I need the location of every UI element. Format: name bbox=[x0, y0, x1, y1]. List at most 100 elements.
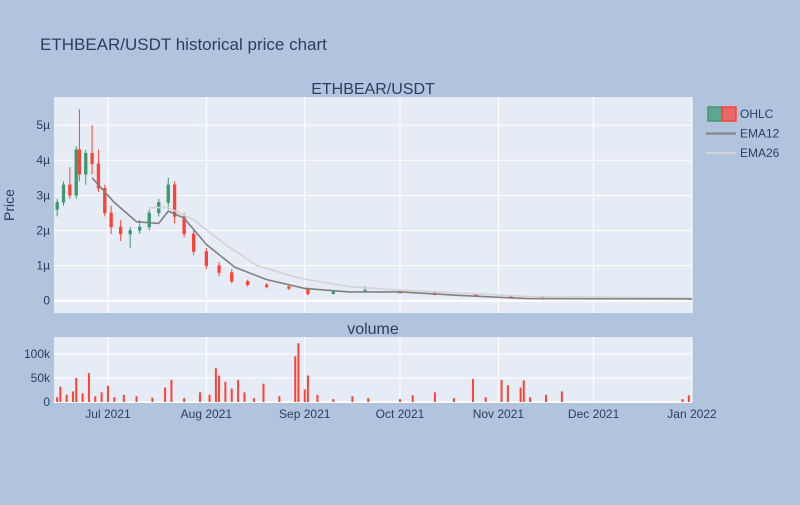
candle-body bbox=[287, 286, 291, 289]
volume-bar bbox=[65, 394, 68, 402]
candlestick bbox=[217, 262, 221, 277]
volume-y-tick-label: 0 bbox=[43, 395, 50, 409]
volume-bar bbox=[560, 391, 563, 402]
price-y-tick-label: 5µ bbox=[36, 118, 50, 132]
volume-bar bbox=[303, 389, 306, 402]
volume-bar bbox=[316, 394, 319, 402]
candle-body bbox=[166, 184, 170, 203]
volume-bar bbox=[56, 397, 59, 402]
volume-plot-area bbox=[54, 337, 692, 402]
candle-body bbox=[363, 289, 367, 292]
price-y-tick-label: 2µ bbox=[36, 223, 50, 237]
candlestick bbox=[68, 167, 72, 199]
candlestick bbox=[172, 181, 177, 224]
ema12-line bbox=[91, 177, 693, 300]
volume-bar bbox=[214, 368, 217, 402]
volume-bar bbox=[170, 379, 173, 402]
x-tick-label: Aug 2021 bbox=[181, 407, 233, 421]
volume-bar bbox=[94, 396, 97, 402]
legend-item-ohlc[interactable]: OHLC bbox=[707, 106, 774, 122]
legend-item-ema26[interactable]: EMA26 bbox=[706, 146, 780, 160]
volume-bar bbox=[59, 386, 62, 402]
candle-body bbox=[192, 233, 196, 252]
candlestick bbox=[182, 212, 186, 238]
volume-bar bbox=[506, 385, 509, 402]
volume-bar bbox=[297, 343, 300, 402]
candlestick bbox=[204, 248, 209, 270]
price-plot-area bbox=[54, 97, 692, 313]
price-subplot-title: ETHBEAR/USDT bbox=[311, 81, 435, 98]
price-y-tick-label: 0 bbox=[43, 294, 50, 308]
candlestick bbox=[74, 146, 78, 199]
volume-bar bbox=[433, 392, 436, 402]
candle-body bbox=[103, 188, 107, 214]
volume-subplot-title: volume bbox=[347, 321, 399, 338]
legend-label: EMA12 bbox=[740, 127, 780, 141]
x-tick-label: Dec 2021 bbox=[568, 407, 620, 421]
volume-bar bbox=[208, 394, 211, 402]
volume-bar bbox=[224, 381, 227, 402]
candlestick bbox=[245, 279, 250, 287]
x-tick-label: Nov 2021 bbox=[473, 407, 525, 421]
volume-bar bbox=[452, 398, 455, 402]
candlestick-legend-icon bbox=[721, 106, 737, 122]
candle-body bbox=[77, 149, 82, 175]
candle-body bbox=[245, 281, 250, 286]
candle-body bbox=[204, 251, 209, 266]
volume-bar bbox=[252, 398, 255, 402]
candlestick bbox=[61, 181, 66, 206]
volume-y-tick-label: 50k bbox=[31, 371, 51, 385]
volume-bar bbox=[100, 392, 103, 402]
volume-bar bbox=[306, 375, 309, 402]
price-y-tick-label: 3µ bbox=[36, 188, 50, 202]
volume-bar bbox=[471, 378, 474, 402]
legend-item-ema12[interactable]: EMA12 bbox=[706, 127, 780, 141]
candle-body bbox=[138, 226, 142, 231]
volume-bar bbox=[687, 395, 690, 402]
candle-body bbox=[55, 202, 59, 210]
candlestick bbox=[109, 205, 113, 234]
volume-bar bbox=[529, 397, 532, 402]
x-tick-label: Sep 2021 bbox=[279, 407, 331, 421]
candlestick bbox=[77, 109, 82, 182]
legend[interactable]: OHLC EMA12 EMA26 bbox=[706, 106, 780, 160]
volume-bar bbox=[237, 379, 240, 402]
volume-bar bbox=[87, 373, 90, 402]
candle-body bbox=[68, 184, 72, 196]
price-panel: 0 1µ 2µ 3µ 4µ 5µ ETHBEAR/USDT Price bbox=[1, 81, 693, 313]
volume-bar bbox=[411, 395, 414, 402]
price-y-tick-label: 4µ bbox=[36, 153, 50, 167]
volume-panel: Jul 2021 Aug 2021 Sep 2021 Oct 2021 Nov 2021… bbox=[24, 321, 717, 421]
candlestick bbox=[230, 269, 234, 284]
candlestick-legend-icon bbox=[707, 106, 723, 122]
candle-body bbox=[90, 152, 94, 164]
candlestick bbox=[55, 198, 59, 217]
volume-bar bbox=[243, 392, 246, 402]
candle-body bbox=[217, 265, 221, 273]
volume-bar bbox=[151, 397, 154, 402]
candle-body bbox=[84, 152, 88, 175]
volume-bar bbox=[75, 377, 78, 402]
legend-label: OHLC bbox=[740, 107, 774, 121]
volume-bar bbox=[351, 396, 354, 402]
candle-body bbox=[109, 212, 113, 228]
candle-body bbox=[230, 272, 234, 282]
volume-bar bbox=[500, 379, 503, 402]
price-y-tick-label: 1µ bbox=[36, 259, 50, 273]
legend-label: EMA26 bbox=[740, 146, 780, 160]
volume-bar bbox=[332, 399, 335, 402]
candle-body bbox=[96, 163, 101, 189]
volume-bar bbox=[294, 356, 297, 402]
x-tick-label: Oct 2021 bbox=[376, 407, 425, 421]
volume-bar bbox=[522, 380, 525, 402]
volume-bar bbox=[113, 397, 116, 402]
x-tick-label: Jan 2022 bbox=[667, 407, 717, 421]
candlestick bbox=[128, 226, 132, 249]
volume-bar bbox=[218, 375, 221, 402]
volume-bar bbox=[262, 383, 265, 402]
price-y-axis-label: Price bbox=[1, 189, 17, 221]
candle-body bbox=[182, 216, 186, 235]
candle-body bbox=[61, 184, 66, 203]
